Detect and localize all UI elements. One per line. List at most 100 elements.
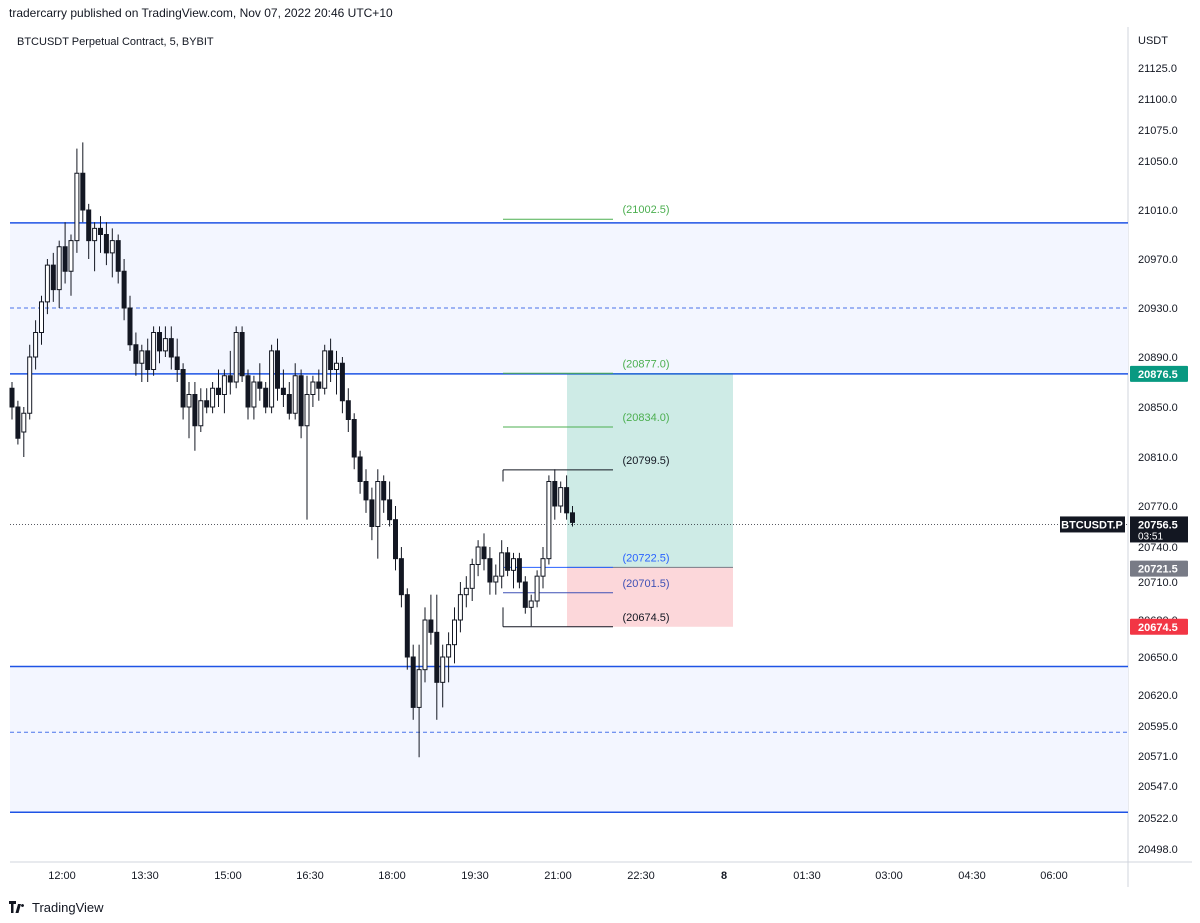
level-label-5: (20701.5) [622,578,669,590]
candle-body-62 [375,481,381,527]
candle-body-74 [446,644,452,658]
candle-body-13 [86,209,92,242]
price-tag-label-1: 20721.5 [1138,564,1178,576]
candle-body-35 [216,387,221,395]
candle-body-56 [339,362,345,402]
candle-body-54 [328,350,334,370]
candle-body-45 [275,350,280,389]
candle-body-29 [180,369,186,408]
x-tick-label-7: 22:30 [627,870,655,882]
x-tick-label-10: 03:00 [875,870,903,882]
level-label-1: (20877.0) [622,358,669,370]
candle-body-52 [316,381,322,389]
candle-body-84 [505,552,511,571]
y-tick-label-6: 20930.0 [1138,303,1178,315]
candle-body-89 [534,575,540,602]
candle-body-57 [345,400,351,420]
chart-title: BTCUSDT Perpetual Contract, 5, BYBIT [17,36,214,48]
zone-fill-0 [10,222,1128,374]
candle-body-70 [422,619,428,671]
price-tag-bg-0 [1130,365,1188,382]
candle-body-67 [404,594,410,658]
candle-body-7 [50,264,56,291]
y-tick-label-12: 20710.0 [1138,577,1178,589]
level-label-6: (20674.5) [622,612,669,624]
y-tick-label-5: 20970.0 [1138,254,1178,266]
candle-body-60 [363,481,369,501]
candle-body-93 [558,487,564,507]
candle-body-46 [280,387,286,395]
y-tick-label-11: 20740.0 [1138,542,1178,554]
candle-body-34 [210,387,216,408]
symbol-tag-bg [1060,516,1125,533]
y-tick-label-1: 21100.0 [1138,94,1177,106]
y-tick-label-4: 21010.0 [1138,205,1178,217]
candle-body-66 [398,558,404,596]
y-tick-label-0: 21125.0 [1138,63,1177,75]
x-tick-label-12: 06:00 [1040,870,1068,882]
candle-body-43 [263,387,269,408]
candle-body-31 [192,394,198,427]
candle-body-82 [493,575,499,583]
candle-body-55 [334,362,339,370]
candle-body-73 [440,656,446,683]
position-loss-zone [567,567,733,627]
zone-fill-1 [10,666,1128,813]
candle-body-79 [475,546,481,565]
candle-body-30 [186,394,192,408]
candle-body-77 [463,587,469,596]
candle-body-26 [162,338,168,352]
current-price-countdown: 03:51 [1138,531,1163,542]
x-tick-label-3: 16:30 [296,870,324,882]
candle-body-12 [80,172,86,211]
candle-body-64 [387,499,393,521]
candle-body-28 [174,356,180,370]
candle-body-47 [286,394,292,414]
candle-body-61 [369,499,375,527]
price-tag-label-2: 20674.5 [1138,622,1178,634]
x-tick-label-5: 19:30 [461,870,489,882]
candle-body-36 [221,375,227,395]
y-tick-label-14: 20650.0 [1138,652,1178,664]
x-tick-label-9: 01:30 [793,870,821,882]
candle-body-53 [322,350,328,389]
candle-body-0 [9,387,15,408]
price-tag-bg-2 [1130,618,1188,635]
candle-body-41 [251,381,257,408]
candle-body-8 [56,246,62,291]
candle-body-59 [357,456,363,482]
x-tick-label-1: 13:30 [131,870,159,882]
tradingview-footer: TradingView [9,896,104,918]
candle-body-20 [127,307,133,346]
candle-body-48 [292,375,298,414]
candle-body-69 [416,669,422,708]
candle-body-19 [121,270,127,309]
level-label-4: (20722.5) [622,552,669,564]
candle-body-94 [564,487,570,514]
candle-body-68 [410,656,416,708]
candle-body-32 [198,400,204,427]
candle-body-24 [151,332,157,370]
candle-body-18 [115,240,121,272]
candle-body-38 [233,332,239,383]
candle-body-21 [133,344,139,364]
candle-body-87 [522,581,528,608]
candle-body-23 [145,350,151,370]
current-price-tag-bg [1130,516,1188,543]
candle-body-95 [570,512,575,523]
y-tick-label-7: 20890.0 [1138,352,1178,364]
candle-body-14 [92,227,98,242]
y-tick-label-3: 21050.0 [1138,156,1178,168]
candle-body-71 [428,619,434,633]
candle-body-81 [487,558,493,583]
y-tick-label-18: 20547.0 [1138,781,1178,793]
candle-body-50 [304,394,310,427]
y-tick-label-17: 20571.0 [1138,751,1178,763]
candle-body-91 [546,481,552,560]
candle-body-44 [269,350,275,408]
publish-info: tradercarry published on TradingView.com… [9,6,393,20]
candle-body-27 [168,338,174,358]
current-price-value: 20756.5 [1138,519,1178,531]
candle-body-88 [528,600,534,608]
